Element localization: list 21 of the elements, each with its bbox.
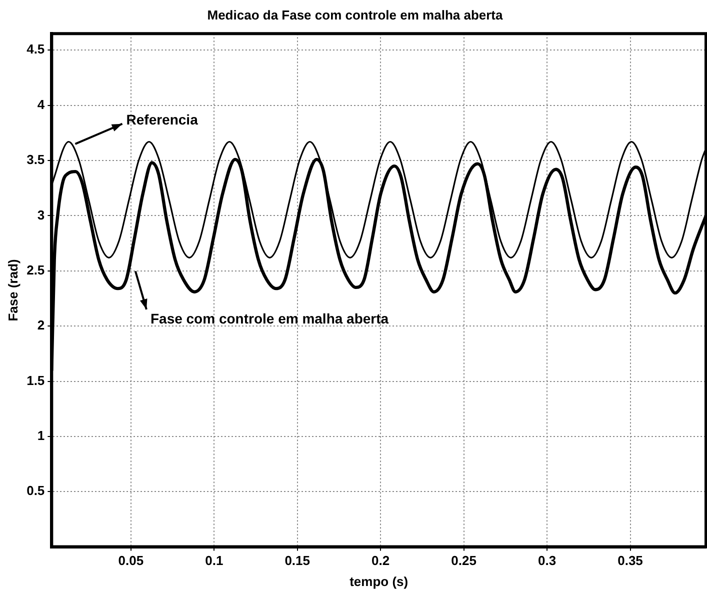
x-tick-label: 0.25 [451, 553, 476, 568]
annotation: Fase com controle em malha aberta [150, 310, 389, 326]
y-tick-label: 4.5 [26, 42, 45, 57]
y-tick-label: 4 [37, 96, 46, 112]
y-tick-label: 3 [37, 207, 45, 222]
y-tick-label: 1.5 [26, 372, 45, 388]
annotation: Referencia [126, 112, 198, 128]
y-tick-label: 2 [37, 318, 45, 333]
x-tick-label: 0.05 [118, 553, 144, 568]
chart-title: Medicao da Fase com controle em malha aberta [207, 7, 504, 22]
x-tick-label: 0.15 [284, 553, 310, 568]
y-tick-label: 3.5 [26, 152, 45, 168]
x-tick-label: 0.3 [538, 553, 556, 568]
x-axis-title: tempo (s) [350, 574, 408, 589]
y-tick-label: 0.5 [26, 483, 45, 498]
y-tick-label: 1 [37, 428, 45, 444]
x-tick-label: 0.1 [205, 553, 224, 568]
x-tick-label: 0.35 [618, 553, 643, 568]
x-tick-label: 0.2 [372, 553, 390, 568]
y-tick-label: 2.5 [26, 262, 45, 278]
y-axis-title: Fase (rad) [5, 259, 20, 322]
